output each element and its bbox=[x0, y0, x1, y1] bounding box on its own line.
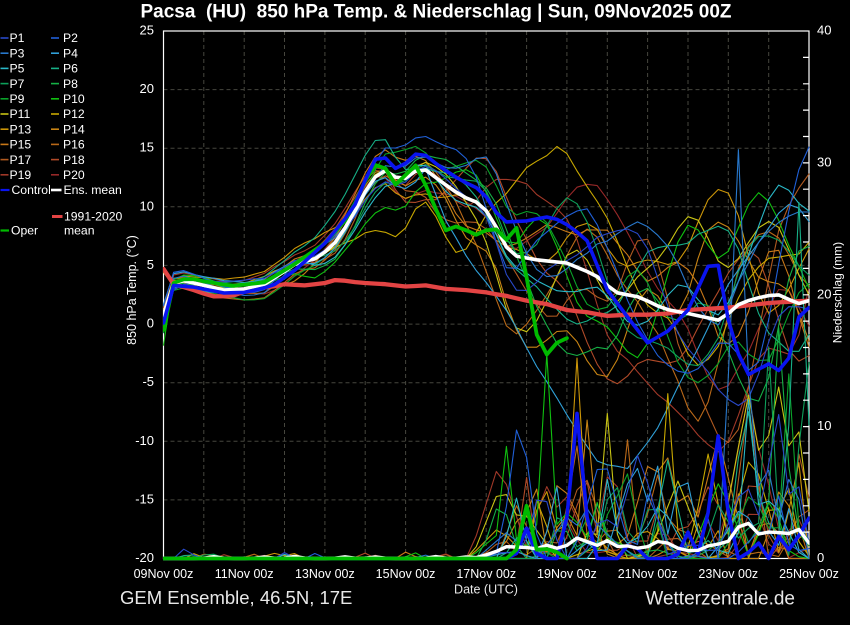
svg-text:23Nov 00z: 23Nov 00z bbox=[698, 567, 758, 581]
svg-text:Oper: Oper bbox=[11, 224, 38, 238]
svg-text:850 hPa Temp. (°C): 850 hPa Temp. (°C) bbox=[125, 235, 139, 345]
svg-text:25: 25 bbox=[140, 23, 154, 38]
svg-text:09Nov 00z: 09Nov 00z bbox=[134, 567, 194, 581]
svg-text:1991-2020: 1991-2020 bbox=[64, 210, 123, 224]
svg-text:P16: P16 bbox=[63, 138, 85, 152]
svg-text:P14: P14 bbox=[63, 122, 85, 136]
svg-text:40: 40 bbox=[817, 23, 831, 38]
svg-text:P6: P6 bbox=[63, 62, 78, 76]
svg-text:-5: -5 bbox=[142, 374, 154, 389]
svg-text:P7: P7 bbox=[10, 77, 25, 91]
svg-text:10: 10 bbox=[140, 198, 154, 213]
svg-text:10: 10 bbox=[817, 418, 831, 433]
svg-text:Ens. mean: Ens. mean bbox=[64, 183, 122, 197]
svg-text:20: 20 bbox=[817, 286, 831, 301]
svg-text:P9: P9 bbox=[10, 92, 25, 106]
svg-text:30: 30 bbox=[817, 154, 831, 169]
svg-text:15: 15 bbox=[140, 140, 154, 155]
svg-text:mean: mean bbox=[64, 224, 95, 238]
svg-text:Wetterzentrale.de: Wetterzentrale.de bbox=[645, 589, 795, 610]
svg-text:0: 0 bbox=[817, 550, 824, 565]
svg-text:P1: P1 bbox=[10, 31, 25, 45]
svg-text:P15: P15 bbox=[10, 138, 32, 152]
svg-text:P10: P10 bbox=[63, 92, 85, 106]
svg-text:19Nov 00z: 19Nov 00z bbox=[537, 567, 597, 581]
svg-text:-15: -15 bbox=[135, 491, 154, 506]
svg-text:Pacsa (HU) 850 hPa Temp. & N: Pacsa (HU) 850 hPa Temp. & Niederschlag … bbox=[140, 2, 731, 23]
svg-text:P8: P8 bbox=[63, 77, 78, 91]
svg-text:Date (UTC): Date (UTC) bbox=[454, 583, 518, 597]
svg-text:5: 5 bbox=[147, 257, 154, 272]
svg-text:P17: P17 bbox=[10, 153, 32, 167]
svg-text:15Nov 00z: 15Nov 00z bbox=[376, 567, 436, 581]
svg-text:GEM Ensemble, 46.5N, 17E: GEM Ensemble, 46.5N, 17E bbox=[120, 587, 352, 608]
svg-text:P4: P4 bbox=[63, 46, 78, 60]
svg-text:11Nov 00z: 11Nov 00z bbox=[215, 567, 274, 581]
svg-text:13Nov 00z: 13Nov 00z bbox=[295, 567, 355, 581]
svg-text:P5: P5 bbox=[10, 62, 25, 76]
svg-text:P20: P20 bbox=[63, 168, 85, 182]
svg-text:P11: P11 bbox=[10, 107, 31, 121]
svg-text:P2: P2 bbox=[63, 31, 78, 45]
svg-text:-20: -20 bbox=[135, 550, 154, 565]
svg-text:25Nov 00z: 25Nov 00z bbox=[779, 567, 839, 581]
svg-text:20: 20 bbox=[140, 81, 154, 96]
svg-text:0: 0 bbox=[147, 316, 154, 331]
svg-text:P18: P18 bbox=[63, 153, 85, 167]
svg-text:P13: P13 bbox=[10, 122, 32, 136]
svg-text:Niederschlag (mm): Niederschlag (mm) bbox=[831, 242, 845, 343]
svg-text:P3: P3 bbox=[10, 46, 25, 60]
svg-text:Control: Control bbox=[12, 183, 51, 197]
svg-text:21Nov 00z: 21Nov 00z bbox=[618, 567, 678, 581]
svg-text:-10: -10 bbox=[135, 433, 154, 448]
svg-text:17Nov 00z: 17Nov 00z bbox=[456, 567, 516, 581]
svg-text:P12: P12 bbox=[63, 107, 85, 121]
svg-text:P19: P19 bbox=[10, 168, 32, 182]
